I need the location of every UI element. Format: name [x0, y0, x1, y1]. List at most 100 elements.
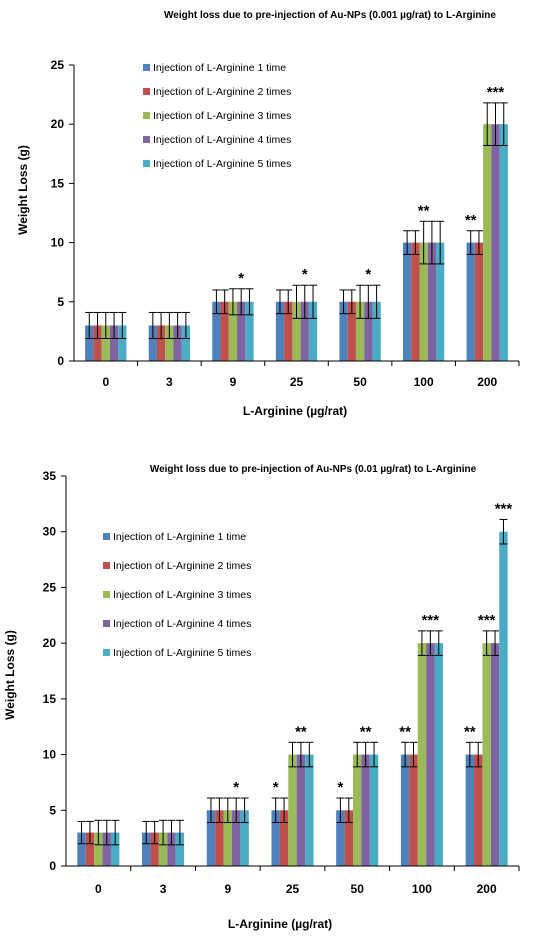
legend-swatch — [143, 136, 150, 143]
bar-0-series-1 — [85, 325, 94, 361]
bar-200-series-3 — [483, 124, 492, 361]
bar-25-series-4 — [296, 754, 306, 866]
bar-3-series-4 — [167, 832, 176, 866]
bar-0-series-5 — [118, 325, 127, 361]
bar-25-series-1 — [271, 810, 280, 866]
legend-swatch — [103, 533, 110, 540]
x-axis-title: L-Arginine (µg/rat) — [228, 917, 332, 931]
legend-swatch — [103, 591, 110, 598]
y-tick-label: 15 — [51, 176, 65, 190]
bar-9-series-1 — [212, 301, 221, 361]
legend-label: Injection of L-Arginine 1 time — [113, 531, 246, 543]
bar-100-series-1 — [400, 754, 410, 866]
bar-200-series-4 — [491, 124, 500, 361]
bar-200-series-1 — [465, 754, 475, 866]
bar-100-series-4 — [426, 643, 435, 866]
bar-0-series-3 — [94, 832, 103, 866]
bar-100-series-1 — [402, 242, 412, 361]
x-tick-label: 50 — [353, 375, 367, 389]
legend-label: Injection of L-Arginine 3 times — [153, 110, 291, 122]
bar-25-series-2 — [279, 810, 289, 866]
bar-100-series-3 — [417, 643, 427, 866]
chart-title: Weight loss due to pre-injection of Au-N… — [150, 464, 477, 475]
legend-label: Injection of L-Arginine 4 times — [153, 134, 291, 146]
significance-marker: ** — [360, 723, 372, 740]
bar-25-series-5 — [308, 301, 318, 361]
bar-25-series-3 — [292, 301, 301, 361]
x-tick-label: 25 — [290, 375, 304, 389]
legend-swatch — [143, 160, 150, 167]
y-tick-label: 0 — [57, 354, 64, 368]
x-tick-label: 9 — [230, 375, 237, 389]
significance-marker: * — [238, 270, 244, 287]
bar-3-series-3 — [165, 325, 174, 361]
y-axis-title: Weight Loss (g) — [16, 145, 30, 235]
significance-marker: ** — [295, 723, 307, 740]
y-tick-label: 5 — [49, 803, 56, 817]
x-axis-title: L-Arginine (µg/rat) — [243, 404, 347, 418]
significance-marker: *** — [478, 612, 496, 629]
bar-200-series-4 — [490, 643, 500, 866]
y-tick-label: 20 — [43, 636, 57, 650]
y-tick-label: 10 — [43, 748, 57, 762]
bar-50-series-5 — [372, 301, 381, 361]
chart-top: Weight loss due to pre-injection of Au-N… — [16, 10, 520, 418]
bar-9-series-1 — [206, 810, 216, 866]
legend-swatch — [143, 88, 150, 95]
bar-100-series-2 — [411, 242, 420, 361]
significance-marker: ** — [418, 202, 430, 219]
bar-0-series-5 — [110, 832, 120, 866]
significance-marker: * — [233, 779, 239, 796]
y-tick-label: 5 — [57, 295, 64, 309]
bar-200-series-1 — [466, 242, 475, 361]
bar-0-series-1 — [77, 832, 86, 866]
bar-9-series-4 — [231, 810, 241, 866]
bar-25-series-3 — [288, 754, 297, 866]
bar-0-series-2 — [85, 832, 95, 866]
significance-marker: *** — [495, 500, 513, 517]
bar-3-series-2 — [156, 325, 166, 361]
bar-200-series-5 — [499, 124, 508, 361]
x-tick-label: 50 — [351, 882, 365, 896]
bar-100-series-3 — [419, 242, 428, 361]
chart-title: Weight loss due to pre-injection of Au-N… — [164, 10, 496, 21]
bar-100-series-5 — [434, 643, 443, 866]
bar-25-series-2 — [284, 301, 293, 361]
bar-25-series-5 — [305, 754, 314, 866]
bar-9-series-3 — [223, 810, 232, 866]
x-tick-label: 100 — [414, 375, 434, 389]
legend-swatch — [143, 112, 150, 119]
x-tick-label: 25 — [286, 882, 300, 896]
x-tick-label: 3 — [166, 375, 173, 389]
bar-3-series-3 — [158, 832, 168, 866]
bar-9-series-5 — [245, 301, 254, 361]
legend-label: Injection of L-Arginine 5 times — [153, 158, 291, 170]
legend-swatch — [103, 562, 110, 569]
bar-3-series-1 — [148, 325, 157, 361]
bar-200-series-2 — [474, 242, 484, 361]
y-tick-label: 20 — [51, 117, 65, 131]
bar-3-series-2 — [150, 832, 159, 866]
significance-marker: ** — [464, 723, 476, 740]
bar-0-series-4 — [109, 325, 119, 361]
legend-swatch — [103, 649, 110, 656]
x-tick-label: 200 — [477, 882, 497, 896]
bar-0-series-3 — [101, 325, 110, 361]
legend-swatch — [103, 620, 110, 627]
bar-100-series-4 — [427, 242, 437, 361]
bar-9-series-3 — [228, 301, 238, 361]
bar-3-series-5 — [175, 832, 185, 866]
bar-100-series-5 — [436, 242, 445, 361]
x-tick-label: 100 — [412, 882, 432, 896]
bar-3-series-1 — [142, 832, 151, 866]
legend-label: Injection of L-Arginine 2 times — [113, 560, 251, 572]
bar-50-series-3 — [353, 754, 362, 866]
bar-0-series-2 — [93, 325, 102, 361]
y-tick-label: 30 — [43, 525, 57, 539]
legend-label: Injection of L-Arginine 3 times — [113, 589, 251, 601]
bar-9-series-2 — [215, 810, 224, 866]
bar-200-series-5 — [499, 531, 508, 866]
